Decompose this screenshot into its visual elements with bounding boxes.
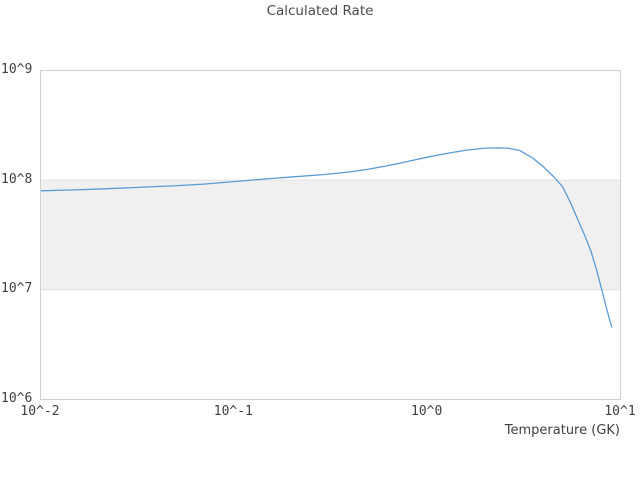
x-tick-label: 10^-2 xyxy=(20,404,60,419)
x-tick-label: 10^-1 xyxy=(213,404,253,419)
y-tick-label: 10^8 xyxy=(1,171,33,187)
plot-svg xyxy=(39,70,621,400)
chart-title: Calculated Rate xyxy=(266,3,374,19)
x-tick-label: 10^1 xyxy=(604,404,636,419)
x-tick-label: 10^0 xyxy=(411,404,443,419)
shaded-band xyxy=(40,180,621,290)
y-tick-label: 10^6 xyxy=(1,391,33,406)
y-tick-label: 10^9 xyxy=(1,62,33,77)
y-tick-label: 10^7 xyxy=(1,281,33,297)
calculated-rate-line xyxy=(39,147,613,328)
x-axis-title: Temperature (GK) xyxy=(504,423,620,438)
plot-area xyxy=(39,70,621,400)
plot-frame xyxy=(40,70,621,400)
